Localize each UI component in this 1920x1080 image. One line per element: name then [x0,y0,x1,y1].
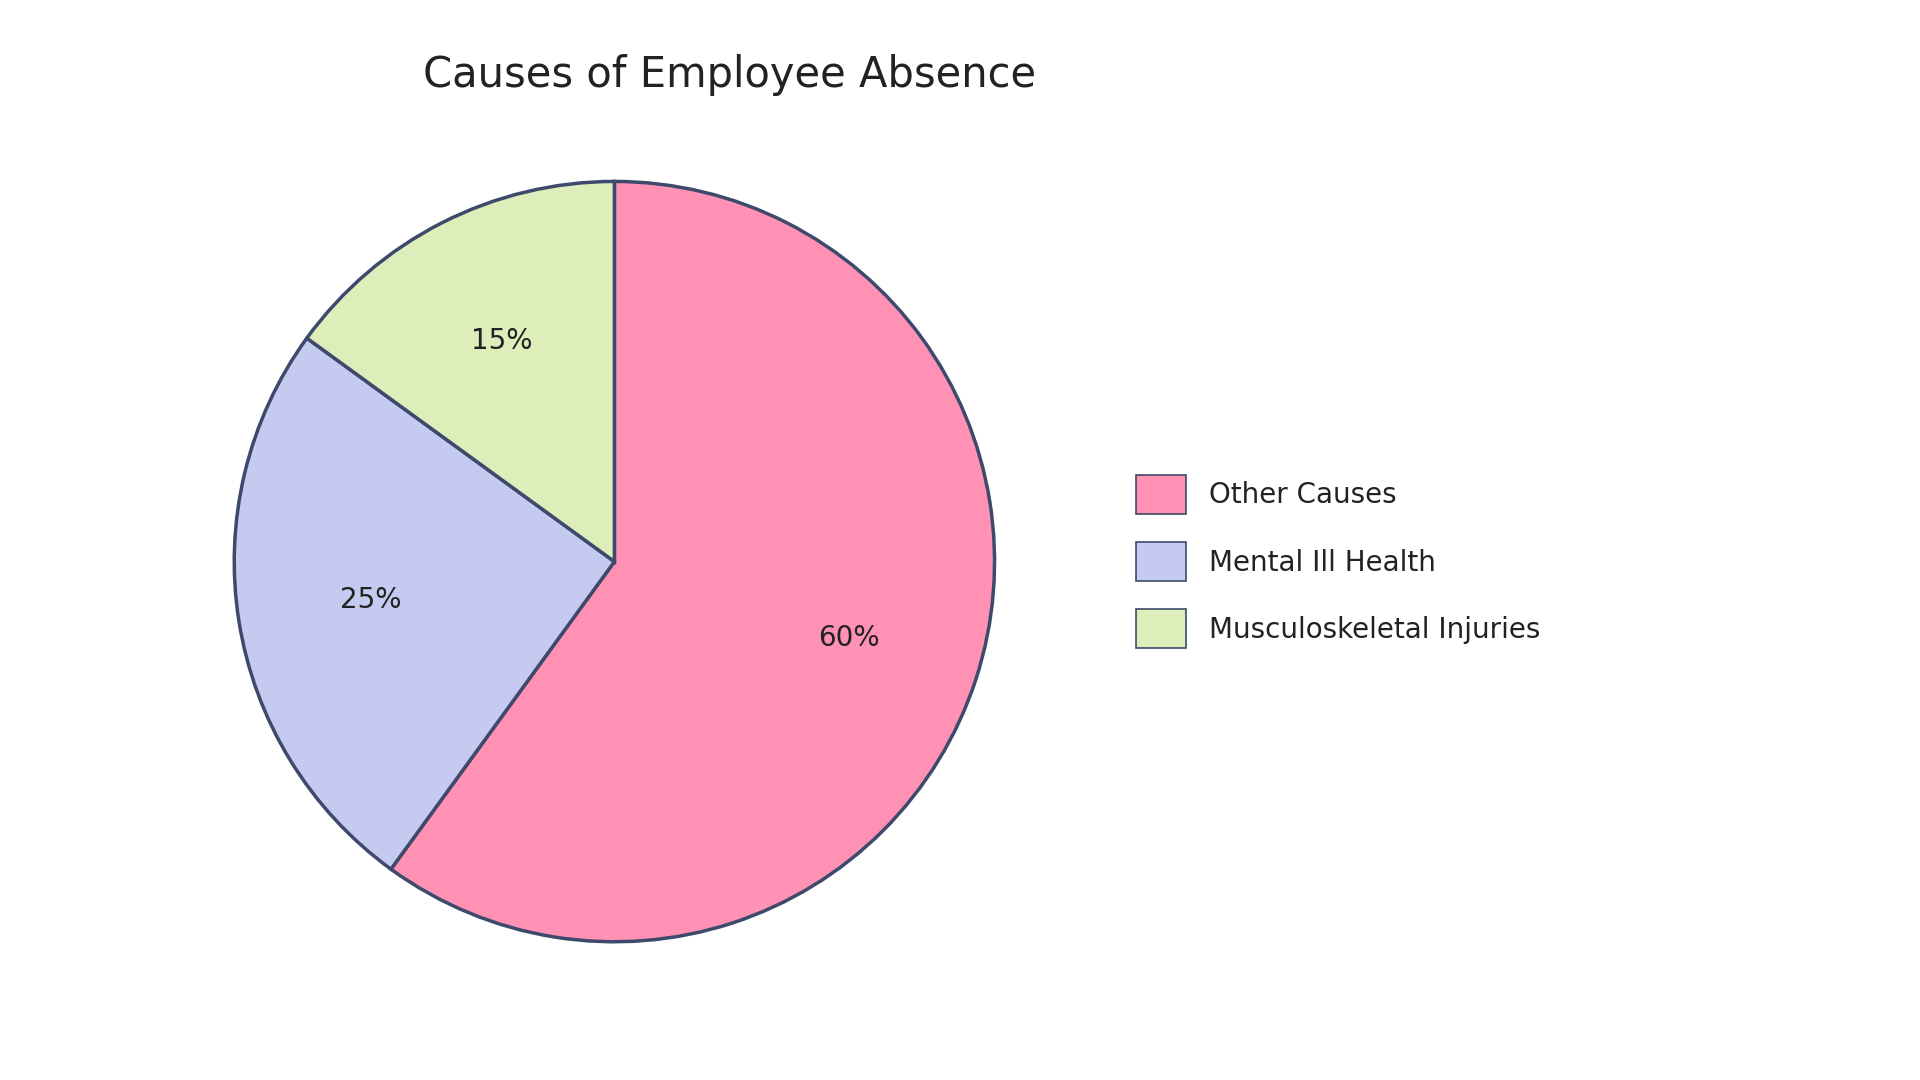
Text: 25%: 25% [340,586,401,615]
Legend: Other Causes, Mental Ill Health, Musculoskeletal Injuries: Other Causes, Mental Ill Health, Musculo… [1123,461,1553,662]
Wedge shape [392,181,995,942]
Text: Causes of Employee Absence: Causes of Employee Absence [422,54,1037,96]
Text: 60%: 60% [818,624,879,652]
Wedge shape [234,338,614,869]
Wedge shape [307,181,614,562]
Text: 15%: 15% [472,327,534,355]
